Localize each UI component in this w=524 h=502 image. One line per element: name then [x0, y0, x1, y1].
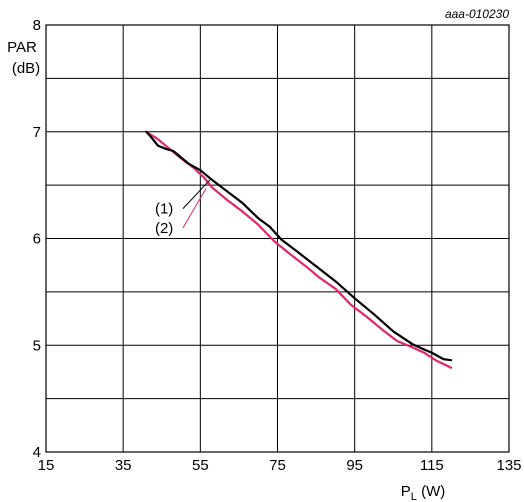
- x-axis-label-unit: (W): [417, 483, 445, 500]
- x-tick-label-55: 55: [192, 457, 209, 474]
- x-tick-label-75: 75: [269, 457, 286, 474]
- y-axis-label: PAR: [7, 39, 37, 56]
- series-callouts: (1)(2): [155, 179, 211, 237]
- x-axis-label-subscript: L: [411, 491, 417, 502]
- figure-reference-code: aaa-010230: [445, 7, 509, 21]
- y-axis-label-unit: (dB): [12, 60, 40, 77]
- x-tick-label-135: 135: [496, 457, 521, 474]
- x-tick-label-115: 115: [420, 457, 444, 474]
- series-1-leader-line: [182, 179, 211, 209]
- x-axis-label-main: P: [401, 483, 411, 500]
- y-axis-label-line2: (dB): [12, 60, 40, 77]
- series-lines: [145, 130, 453, 369]
- series-line-1: [145, 130, 453, 362]
- plot-frame: [45, 24, 510, 453]
- y-tick-label-8: 8: [33, 17, 41, 34]
- series-1-label: (1): [155, 201, 173, 218]
- x-tick-label-95: 95: [346, 457, 363, 474]
- tick-labels: 15 35 55 75 95 115 135 4 5 6 7 8: [33, 17, 522, 474]
- y-tick-label-4: 4: [33, 444, 41, 461]
- y-tick-label-5: 5: [33, 337, 41, 354]
- x-tick-label-15: 15: [38, 457, 55, 474]
- y-tick-label-6: 6: [33, 231, 41, 248]
- x-tick-label-35: 35: [115, 457, 132, 474]
- x-axis-label: PL (W): [401, 483, 445, 502]
- series-2-label: (2): [155, 220, 173, 237]
- y-tick-label-7: 7: [33, 124, 41, 141]
- series-2-leader-line: [182, 188, 207, 229]
- y-axis-label-line1: PAR: [7, 39, 37, 56]
- series-line-2: [145, 130, 453, 369]
- grid: [45, 24, 510, 453]
